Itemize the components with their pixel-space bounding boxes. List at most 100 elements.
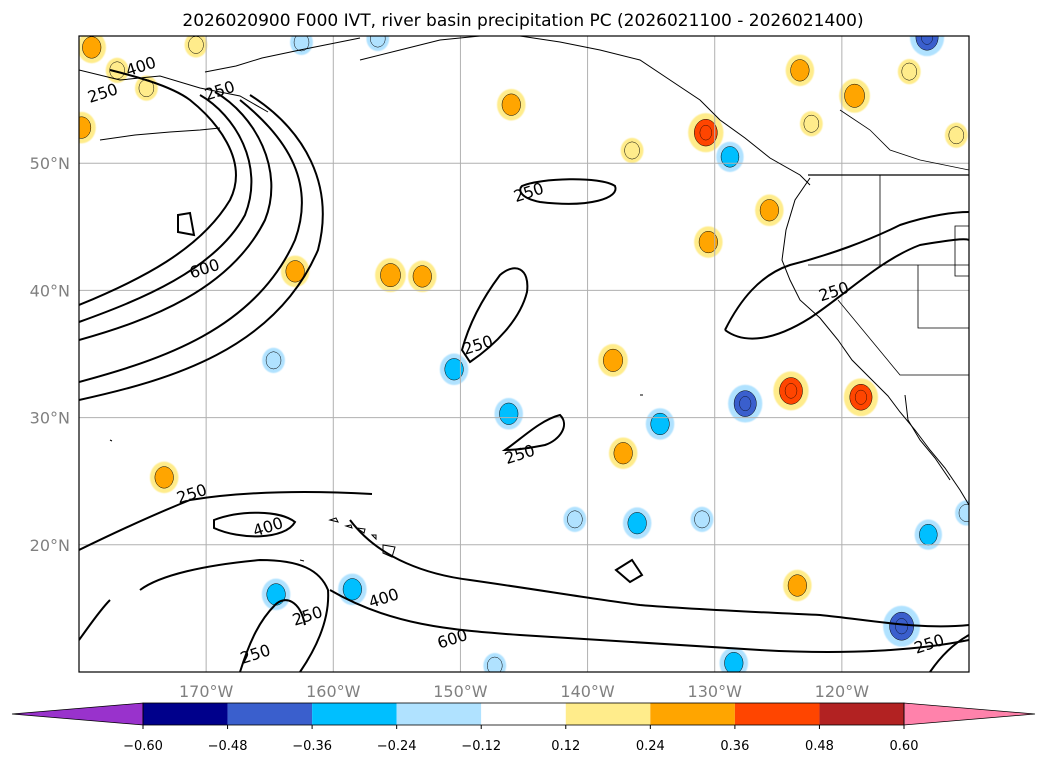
y-tick-label: 40°N xyxy=(30,281,70,300)
precip-pc-blob xyxy=(497,88,526,121)
precip-pc-blob xyxy=(184,36,208,58)
precip-pc-core xyxy=(627,512,647,535)
hawaii-islands xyxy=(328,517,396,558)
ivt-contour-closed-small xyxy=(177,211,196,237)
precip-pc-blob xyxy=(608,437,638,469)
colorbar-over-arrow xyxy=(903,702,1036,726)
precip-pc-peak xyxy=(895,618,909,635)
precip-pc-blob xyxy=(719,647,749,672)
colorbar-tick-label: 0.12 xyxy=(551,739,580,754)
ivt-contour-400-south-2 xyxy=(139,558,330,672)
ivt-contour-250-west xyxy=(79,69,237,306)
colorbar-segment xyxy=(227,703,313,725)
small-islands xyxy=(109,394,643,562)
precip-pc-core xyxy=(487,656,503,672)
panhandle-coast xyxy=(519,36,811,186)
precip-pc-core xyxy=(787,574,807,597)
precip-pc-blob xyxy=(261,578,291,611)
colorbar-segment xyxy=(819,703,904,725)
precip-pc-core xyxy=(613,442,633,465)
ivt-contour-250-small xyxy=(501,413,565,452)
precip-pc-blob xyxy=(338,573,367,606)
precip-pc-blob xyxy=(716,141,744,172)
ivt-contour-400-outer xyxy=(79,94,324,401)
alaska-peninsula-coast xyxy=(204,37,361,73)
ivt-contour-400-south xyxy=(213,511,297,538)
precip-pc-blob xyxy=(79,111,96,144)
colorbar-segment xyxy=(143,703,228,725)
precip-pc-core xyxy=(698,231,718,254)
precip-pc-core xyxy=(603,348,623,372)
precip-pc-blob xyxy=(149,461,179,494)
precip-pc-blob xyxy=(944,122,968,148)
precip-pc-core xyxy=(844,83,865,108)
state-borders-2 xyxy=(808,264,969,329)
precip-pc-blob xyxy=(839,78,870,113)
precip-pc-blob xyxy=(783,569,812,602)
baja-gulf-coast xyxy=(904,394,951,481)
ivt-contour-400-band xyxy=(329,589,969,653)
us-mexico-border xyxy=(837,299,969,376)
precip-pc-core xyxy=(499,402,519,425)
ivt-contour-250-north xyxy=(519,178,617,205)
precip-pc-blob xyxy=(773,371,809,411)
precip-pc-blob xyxy=(694,226,723,258)
precip-pc-blob xyxy=(728,384,763,423)
ivt-contour-closed-tiny xyxy=(614,558,644,584)
y-tick-label: 20°N xyxy=(30,536,70,555)
precip-pc-blob xyxy=(408,260,437,293)
precip-pc-core xyxy=(285,260,305,283)
aleutian-coast xyxy=(79,69,269,113)
colorbar-under-arrow xyxy=(11,702,144,726)
colorbar-tick-label: 0.48 xyxy=(805,739,834,754)
precip-pc-blob xyxy=(955,500,969,526)
ivt-contour-250-se xyxy=(929,634,969,672)
colorbar-tick-label: −0.36 xyxy=(292,739,332,754)
state-outline xyxy=(954,225,969,277)
precip-pc-blob xyxy=(897,59,921,85)
precip-pc-core xyxy=(720,146,740,168)
y-axis-ticks: 20°N 30°N 40°N 50°N xyxy=(30,154,70,555)
precip-pc-blob xyxy=(909,36,945,57)
precip-pc-blob xyxy=(598,343,628,377)
ivt-contour-250-east-inner xyxy=(724,238,969,340)
ivt-contour-250-band xyxy=(349,519,969,628)
precip-pc-core xyxy=(293,36,310,52)
precip-pc-blob xyxy=(262,347,285,373)
colorbar-segment xyxy=(481,703,566,725)
precip-pc-core xyxy=(154,466,174,489)
precip-pc-blob xyxy=(563,506,587,532)
precip-pc-blob xyxy=(620,137,644,164)
colorbar-segment xyxy=(565,703,651,725)
y-tick-label: 30°N xyxy=(30,409,70,428)
precip-pc-blob xyxy=(914,519,942,550)
precip-pc-blob xyxy=(494,398,523,430)
precip-pc-blob xyxy=(366,36,390,52)
precip-pc-blob xyxy=(439,353,469,386)
west-coast xyxy=(781,177,969,506)
alaska-south-coast xyxy=(359,36,481,61)
ivt-contour-600-west xyxy=(79,91,273,341)
precip-pc-core xyxy=(694,510,710,529)
precip-pc-core xyxy=(266,583,286,606)
colorbar-tick-label: −0.12 xyxy=(461,739,501,754)
precip-pc-peak xyxy=(854,389,867,405)
precip-pc-core xyxy=(444,358,464,381)
ivt-contour-250-sw xyxy=(79,599,111,641)
x-tick-label: 160°W xyxy=(306,682,361,701)
precip-pc-core xyxy=(82,36,102,59)
colorbar-segment xyxy=(650,703,735,725)
ivt-contours xyxy=(79,69,969,672)
y-tick-label: 50°N xyxy=(30,154,70,173)
canada-boundary xyxy=(839,109,969,171)
precip-pc-blob xyxy=(755,194,784,227)
colorbar-tick-label: −0.24 xyxy=(377,739,417,754)
precip-pc-blob xyxy=(483,653,507,672)
precip-pc-core xyxy=(901,62,917,81)
precip-pc-peak xyxy=(784,383,798,399)
x-tick-label: 120°W xyxy=(815,682,870,701)
ivt-contour-250-south-2 xyxy=(239,599,306,672)
precip-pc-core xyxy=(342,578,362,601)
ivt-contour-400-west xyxy=(79,94,253,323)
precip-pc-blob xyxy=(690,506,714,532)
